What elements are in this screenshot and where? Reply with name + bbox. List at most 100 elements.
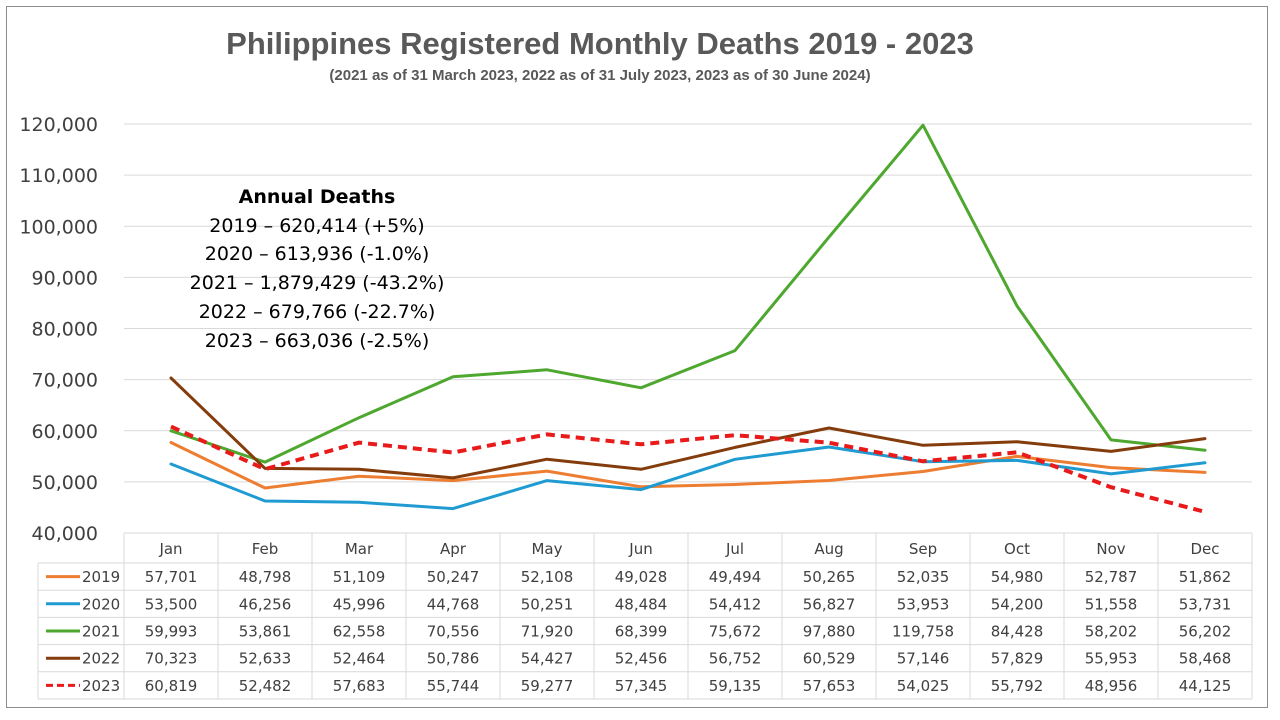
x-tick-label: Jan [158,540,182,558]
data-cell: 53,731 [1179,595,1232,613]
data-cell: 45,996 [333,595,386,613]
data-cell: 56,827 [803,595,856,613]
data-cell: 54,427 [521,650,574,668]
data-cell: 51,558 [1085,595,1138,613]
data-cell: 54,412 [709,595,762,613]
data-cell: 48,798 [239,568,292,586]
data-cell: 59,277 [521,677,574,695]
data-cell: 53,861 [239,623,292,641]
annotation-heading: Annual Deaths [239,186,396,208]
data-cell: 52,108 [521,568,574,586]
gridlines [124,123,1252,483]
data-cell: 46,256 [239,595,292,613]
annotation-line-2020: 2020 – 613,936 (-1.0%) [205,243,430,265]
data-cell: 50,265 [803,568,856,586]
y-tick-label: 80,000 [32,319,98,341]
data-cell: 84,428 [991,623,1044,641]
data-cell: 70,323 [145,650,198,668]
data-cell: 70,556 [427,623,480,641]
data-cell: 52,633 [239,650,292,668]
series-lines [169,123,1207,514]
annual-deaths-annotation: Annual Deaths 2019 – 620,414 (+5%) 2020 … [190,186,445,352]
x-tick-label: Jul [725,540,744,558]
legend-label-2023: 2023 [82,677,120,695]
x-tick-label: Jun [628,540,652,558]
series-line-2023 [170,424,1206,514]
data-cell: 97,880 [803,623,856,641]
series-line-2019 [169,441,1207,490]
data-cell: 71,920 [521,623,574,641]
y-axis-tick-labels: 40,000 50,000 60,000 70,000 80,000 90,000 100,… [19,114,98,545]
annotation-line-2023: 2023 – 663,036 (-2.5%) [205,330,430,352]
data-cell: 44,768 [427,595,480,613]
y-tick-label: 50,000 [32,472,98,494]
data-cell: 62,558 [333,623,386,641]
x-tick-label: Mar [345,540,374,558]
legend-label-2019: 2019 [82,568,120,586]
chart-frame [6,6,1268,708]
y-tick-label: 110,000 [19,165,98,187]
x-tick-label: Dec [1190,540,1219,558]
data-cell: 55,744 [427,677,480,695]
x-tick-label: Sep [909,540,937,558]
data-cell: 59,135 [709,677,762,695]
data-cell: 53,500 [145,595,198,613]
data-cell: 52,482 [239,677,292,695]
y-tick-label: 60,000 [32,421,98,443]
data-cell: 75,672 [709,623,762,641]
x-tick-label: Oct [1004,540,1030,558]
data-cell: 52,787 [1085,568,1138,586]
data-cell: 49,494 [709,568,762,586]
data-cell: 58,468 [1179,650,1232,668]
data-cell: 44,125 [1179,677,1232,695]
data-cell: 52,456 [615,650,668,668]
series-line-2021 [169,123,1207,464]
data-cell: 57,701 [145,568,198,586]
y-tick-label: 70,000 [32,370,98,392]
legend-label-2020: 2020 [82,595,120,613]
data-table: Jan Feb Mar Apr May Jun Jul Aug Sep Oct Nov Dec 2019… [37,532,1253,700]
data-cell: 59,993 [145,623,198,641]
data-cell: 56,202 [1179,623,1232,641]
data-cell: 54,980 [991,568,1044,586]
series-line-2022 [169,376,1207,480]
data-cell: 50,786 [427,650,480,668]
x-tick-label: Apr [440,540,467,558]
data-cell: 51,862 [1179,568,1232,586]
chart-subtitle: (2021 as of 31 March 2023, 2022 as of 31… [329,67,870,84]
x-tick-label: Feb [252,540,279,558]
data-cell: 51,109 [333,568,386,586]
data-cell: 48,956 [1085,677,1138,695]
chart-title: Philippines Registered Monthly Deaths 20… [226,26,974,61]
data-cell: 52,464 [333,650,386,668]
data-cell: 68,399 [615,623,668,641]
data-cell: 56,752 [709,650,762,668]
data-cell: 50,251 [521,595,574,613]
data-cell: 60,819 [145,677,198,695]
data-cell: 60,529 [803,650,856,668]
data-cell: 53,953 [897,595,950,613]
y-tick-label: 120,000 [19,114,98,136]
x-tick-label: Aug [814,540,843,558]
data-cell: 49,028 [615,568,668,586]
data-cell: 57,829 [991,650,1044,668]
data-cell: 50,247 [427,568,480,586]
data-cell: 58,202 [1085,623,1138,641]
y-tick-label: 40,000 [32,523,98,545]
data-cell: 52,035 [897,568,950,586]
data-cell: 57,653 [803,677,856,695]
data-cell: 54,025 [897,677,950,695]
legend-label-2021: 2021 [82,623,120,641]
y-tick-label: 90,000 [32,267,98,289]
y-tick-label: 100,000 [19,216,98,238]
annotation-line-2022: 2022 – 679,766 (-22.7%) [199,301,436,323]
data-cell: 57,146 [897,650,950,668]
x-tick-label: Nov [1096,540,1125,558]
x-tick-label: May [531,540,562,558]
annotation-line-2021: 2021 – 1,879,429 (-43.2%) [190,272,445,294]
series-line-2020 [169,445,1207,511]
data-cell: 57,683 [333,677,386,695]
data-cell: 54,200 [991,595,1044,613]
data-cell: 55,953 [1085,650,1138,668]
